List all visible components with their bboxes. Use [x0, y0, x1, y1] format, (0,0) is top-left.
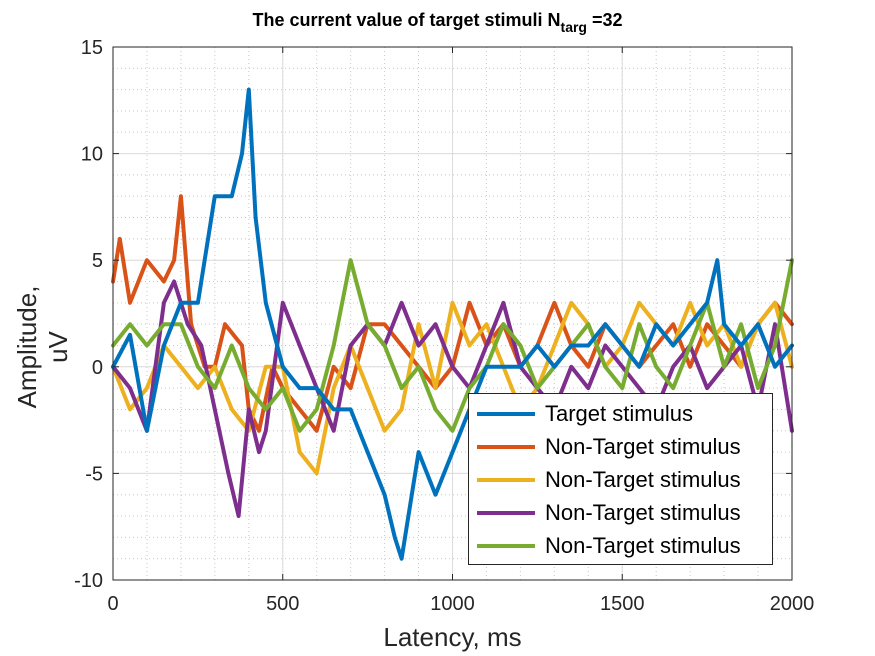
- y-tick-label: 10: [81, 144, 103, 166]
- y-tick-label: 15: [81, 37, 103, 59]
- legend-item-non-target-1: Non-Target stimulus: [469, 430, 772, 463]
- x-tick-label: 0: [107, 593, 118, 615]
- series-line-4: [111, 258, 794, 433]
- x-tick-label: 1000: [430, 593, 475, 615]
- legend-swatch: [477, 411, 535, 416]
- y-axis-label: Amplitude, uV: [12, 285, 73, 409]
- ticks: [112, 46, 793, 581]
- chart-title-subscript: targ: [560, 19, 587, 35]
- x-tick-label: 2000: [770, 593, 815, 615]
- legend: Target stimulus Non-Target stimulus Non-…: [468, 393, 773, 565]
- chart-title-tail: =32: [586, 10, 623, 30]
- legend-label: Non-Target stimulus: [545, 532, 741, 558]
- y-tick-label: -10: [74, 570, 103, 592]
- legend-item-non-target-2: Non-Target stimulus: [469, 463, 772, 496]
- chart-title-main: The current value of target stimuli N: [252, 10, 561, 30]
- legend-swatch: [477, 477, 535, 482]
- x-tick-label: 1500: [600, 593, 645, 615]
- legend-label: Non-Target stimulus: [545, 433, 741, 459]
- legend-swatch: [477, 444, 535, 449]
- legend-label: Target stimulus: [545, 400, 693, 426]
- tick-labels: 0 500 1000 1500 2000 -10 -5 0 5 10 15: [74, 37, 814, 615]
- legend-item-non-target-4: Non-Target stimulus: [469, 529, 772, 562]
- y-tick-label: 0: [92, 357, 103, 379]
- legend-item-non-target-3: Non-Target stimulus: [469, 496, 772, 529]
- legend-item-target: Target stimulus: [469, 397, 772, 430]
- y-tick-label: 5: [92, 250, 103, 272]
- chart-title: The current value of target stimuli Ntar…: [0, 10, 875, 35]
- x-tick-label: 500: [266, 593, 299, 615]
- series-layer: [111, 87, 794, 561]
- x-axis-label: Latency, ms: [383, 622, 522, 652]
- legend-swatch: [477, 543, 535, 548]
- series-line-3: [111, 279, 794, 518]
- y-tick-label: -5: [85, 463, 103, 485]
- series-line-0: [111, 87, 794, 561]
- legend-swatch: [477, 510, 535, 515]
- series-line-2: [111, 300, 794, 476]
- legend-label: Non-Target stimulus: [545, 499, 741, 525]
- legend-label: Non-Target stimulus: [545, 466, 741, 492]
